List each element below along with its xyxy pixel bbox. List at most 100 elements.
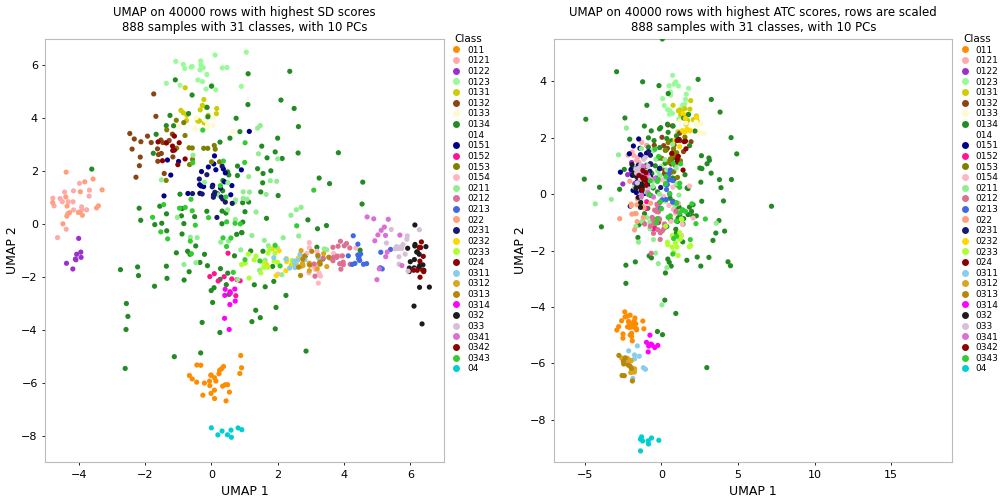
Point (638, 338, 654, 346)
Title: UMAP on 40000 rows with highest SD scores
888 samples with 31 classes, with 10 P: UMAP on 40000 rows with highest SD score… (113, 6, 376, 34)
Point (640, 440, 656, 448)
Point (666, 150, 682, 158)
Point (677, 132, 694, 140)
Point (680, 110, 697, 118)
Point (631, 200, 647, 208)
Point (370, 231, 386, 239)
Point (612, 185, 628, 194)
Point (319, 222, 335, 230)
Point (44, 194, 60, 202)
Point (921, 157, 937, 165)
Point (292, 272, 308, 280)
Point (668, 199, 684, 207)
Point (232, 128, 248, 136)
Point (670, 152, 686, 160)
Point (193, 57, 209, 65)
Point (281, 264, 297, 272)
Point (192, 175, 208, 183)
Point (401, 264, 417, 272)
Point (635, 213, 651, 221)
Point (650, 219, 666, 227)
Point (624, 210, 640, 218)
Point (240, 100, 256, 108)
Point (628, 165, 644, 173)
Point (203, 9, 219, 17)
Point (193, 349, 209, 357)
Point (652, 183, 668, 192)
Point (630, 164, 646, 172)
Point (411, 226, 427, 234)
Point (172, 190, 188, 198)
Point (640, 176, 656, 184)
Point (672, 234, 688, 242)
Point (223, 289, 239, 297)
Point (681, 243, 698, 251)
Point (664, 149, 680, 157)
Point (639, 170, 655, 178)
Point (629, 176, 645, 184)
Point (213, 265, 229, 273)
Point (921, 155, 937, 163)
Point (692, 129, 709, 137)
Point (922, 137, 938, 145)
Point (219, 242, 235, 250)
Point (341, 252, 357, 260)
Point (220, 168, 236, 176)
Point (622, 311, 638, 319)
Point (211, 370, 227, 378)
Point (220, 381, 236, 389)
Point (288, 206, 304, 214)
Point (205, 122, 221, 130)
Point (169, 213, 185, 221)
Point (649, 200, 665, 208)
Point (634, 168, 650, 176)
Point (153, 149, 169, 157)
Point (153, 228, 169, 236)
Point (79, 206, 95, 214)
Point (398, 277, 414, 285)
Point (643, 192, 659, 200)
Point (665, 160, 681, 168)
Point (56, 188, 73, 196)
Point (627, 365, 643, 373)
Point (221, 171, 237, 179)
Point (208, 166, 224, 174)
Point (681, 203, 698, 211)
Point (54, 198, 71, 206)
Point (637, 173, 653, 181)
Point (213, 181, 229, 190)
Y-axis label: UMAP 2: UMAP 2 (514, 227, 527, 275)
Point (634, 176, 650, 184)
Point (640, 143, 656, 151)
Point (578, 115, 594, 123)
Point (628, 188, 644, 197)
Point (629, 173, 645, 181)
Point (682, 235, 699, 243)
Point (674, 109, 690, 117)
Point (679, 184, 696, 192)
Point (628, 222, 644, 230)
Point (225, 128, 241, 136)
Point (214, 64, 230, 72)
Point (627, 179, 643, 187)
Point (615, 334, 631, 342)
Point (660, 170, 676, 178)
Point (217, 314, 233, 323)
Point (406, 264, 422, 272)
Point (82, 186, 98, 194)
Point (269, 134, 285, 142)
Legend: 011, 0121, 0122, 0123, 0131, 0132, 0133, 0134, 014, 0151, 0152, 0153, 0154, 0211: 011, 0121, 0122, 0123, 0131, 0132, 0133,… (444, 30, 494, 377)
Point (683, 207, 700, 215)
Point (668, 180, 684, 188)
Point (709, 219, 725, 227)
Point (319, 263, 335, 271)
Point (660, 90, 676, 98)
Point (214, 427, 230, 435)
Point (625, 186, 641, 195)
Point (637, 174, 653, 182)
Point (333, 265, 349, 273)
Point (416, 266, 432, 274)
Point (661, 258, 677, 266)
Point (298, 249, 314, 258)
Point (629, 177, 645, 185)
